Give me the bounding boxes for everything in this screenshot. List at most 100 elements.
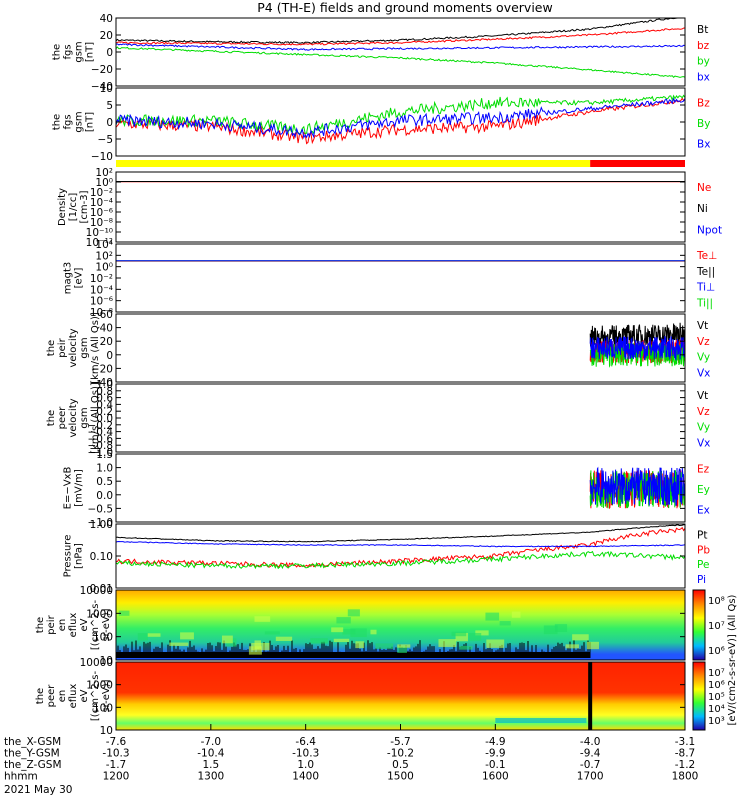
x-tick-label: 1400 (292, 771, 319, 783)
y-axis-label: magt3 (63, 262, 74, 295)
x-tick-label: -5.7 (390, 736, 411, 748)
heatmap-patch (485, 612, 500, 621)
y-axis-label: Pressure (63, 535, 74, 578)
y-tick-label: 0.0 (96, 490, 113, 502)
colorbar-tick-label: 10⁴ (708, 704, 725, 715)
heatmap-low-energy-band (116, 652, 591, 658)
colorbar-tick-label: 10⁷ (708, 668, 725, 679)
y-tick-label: 0.6 (96, 393, 113, 405)
heatmap-patch (355, 641, 365, 649)
y-tick-label: 10² (95, 167, 113, 179)
y-axis-label: [cm-3] (79, 190, 90, 223)
y-axis-label: Density (57, 188, 68, 226)
y-tick-label: −20 (91, 64, 113, 76)
series-line-Bz (115, 97, 686, 145)
y-tick-label: −0.5 (88, 503, 114, 515)
colorbar-8 (692, 589, 706, 661)
heatmap-patch (397, 644, 411, 648)
heatmap-field-9 (116, 662, 685, 730)
x-tick-label: -1.2 (675, 759, 696, 771)
y-tick-label: 1.0 (96, 379, 113, 391)
y-tick-label: 0.0 (96, 413, 113, 425)
y-axis-label: eV (79, 618, 90, 631)
y-axis-label: velocity (68, 328, 79, 367)
series-line-Bt (115, 17, 685, 45)
legend-label-1: Vz (697, 336, 710, 348)
y-tick-label: 10000 (80, 585, 113, 597)
y-tick-label: 10⁻¹² (86, 237, 113, 249)
legend-label-2: Ti⊥ (696, 282, 715, 294)
y-tick-label: 0.8 (96, 386, 113, 398)
x-tick-label: 1500 (387, 771, 414, 783)
panel-8: 10000 1000 100 10 the peir en eflux eV [(cm^2-s-s… (35, 585, 686, 667)
y-tick-label: −1.0 (88, 447, 114, 459)
x-tick-label: -3.1 (675, 736, 696, 748)
y-axis-label: [(cm^2-s- (90, 600, 101, 651)
y-axis-label: [eV] (74, 268, 85, 289)
series-line-Pt (115, 524, 686, 543)
y-axis-label: [km/s (All Qs)] (90, 312, 101, 384)
legend-label-0: Ez (697, 463, 710, 475)
status-strip-1 (590, 160, 685, 167)
y-axis-label: [nT] (85, 112, 96, 132)
y-axis-label: gsm (74, 111, 85, 132)
x-tick-label: -0.1 (485, 759, 506, 771)
x-axis-date: 2021 May 30 (4, 784, 72, 796)
legend-label-1: Ey (697, 484, 710, 496)
y-tick-label: 0 (106, 350, 113, 362)
legend-label-2: Npot (697, 224, 722, 236)
legend-label-2: Bx (697, 139, 710, 151)
x-tick-label: -1.7 (106, 759, 127, 771)
y-tick-label: 20 (100, 30, 113, 42)
series-line-Bx (115, 97, 686, 140)
heatmap-patch (147, 633, 161, 637)
y-tick-label: 1000 (86, 608, 113, 620)
legend-label-3: Vx (697, 368, 710, 380)
y-axis-label: eflux (68, 613, 79, 638)
heatmap-patch (565, 644, 579, 649)
colorbar-tick-label: 10⁸ (708, 596, 725, 607)
panel-7: 1.00 0.10 0.01 Pressure [nPa] Pt Pb Pe Pi (63, 519, 711, 595)
heatmap-patch (264, 631, 280, 635)
panel-frame-8 (115, 589, 686, 661)
heatmap-patch (486, 639, 505, 648)
y-tick-label: 100 (93, 702, 113, 714)
y-tick-label: 10⁻² (90, 187, 113, 199)
heatmap-patch (350, 628, 367, 638)
legend-label-0: Bt (697, 24, 708, 36)
heatmap-patch (331, 627, 344, 633)
legend-label-1: Te|| (696, 266, 715, 278)
legend-label-3: Pi (697, 574, 706, 586)
heatmap-patch (169, 642, 189, 646)
y-tick-label: 10 (100, 83, 113, 95)
y-axis-label: peir (57, 337, 68, 357)
y-tick-label: 100 (93, 632, 113, 644)
y-axis-label: the (35, 617, 46, 633)
series-line-bz (115, 27, 686, 46)
heatmap-patch (370, 629, 377, 635)
y-axis-label: E=−VxB (63, 467, 74, 510)
heatmap-patch (180, 632, 194, 640)
y-tick-label: 10⁻⁶ (90, 296, 113, 308)
y-tick-label: 5 (106, 100, 113, 112)
y-axis-label: velocity (68, 398, 79, 437)
y-tick-label: 60 (100, 309, 113, 321)
y-tick-label: 10 (100, 655, 113, 667)
y-tick-label: 1.00 (90, 519, 113, 531)
y-tick-label: 10⁴ (95, 239, 113, 251)
heatmap-patch (572, 634, 589, 641)
heatmap-patch (248, 646, 262, 655)
legend-label-0: Pt (697, 529, 707, 541)
heatmap-patch (118, 610, 130, 616)
y-axis-label: peer (46, 684, 57, 708)
y-axis-label: [nPa] (74, 543, 85, 569)
x-tick-label: -10.4 (197, 748, 224, 760)
legend-label-3: Ti|| (696, 298, 713, 310)
y-tick-label: −0.2 (88, 420, 114, 432)
y-tick-label: 20 (100, 336, 113, 348)
heatmap-patch (375, 643, 394, 649)
legend-label-0: Vt (697, 390, 708, 402)
panel-frame-4 (115, 313, 686, 383)
